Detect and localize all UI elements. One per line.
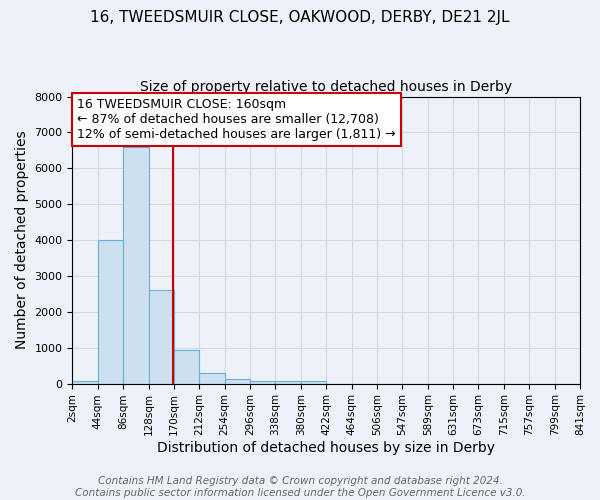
Bar <box>224 380 250 384</box>
Text: 16, TWEEDSMUIR CLOSE, OAKWOOD, DERBY, DE21 2JL: 16, TWEEDSMUIR CLOSE, OAKWOOD, DERBY, DE… <box>90 10 510 25</box>
Bar <box>275 381 301 384</box>
Bar <box>199 373 224 384</box>
Bar <box>73 381 98 384</box>
Text: Contains HM Land Registry data © Crown copyright and database right 2024.
Contai: Contains HM Land Registry data © Crown c… <box>74 476 526 498</box>
Text: 16 TWEEDSMUIR CLOSE: 160sqm
← 87% of detached houses are smaller (12,708)
12% of: 16 TWEEDSMUIR CLOSE: 160sqm ← 87% of det… <box>77 98 396 141</box>
Y-axis label: Number of detached properties: Number of detached properties <box>15 131 29 350</box>
Bar <box>98 240 123 384</box>
Bar <box>123 147 149 384</box>
Bar <box>149 290 174 384</box>
Title: Size of property relative to detached houses in Derby: Size of property relative to detached ho… <box>140 80 512 94</box>
Bar <box>174 350 199 384</box>
Bar <box>301 382 326 384</box>
Bar <box>250 381 275 384</box>
X-axis label: Distribution of detached houses by size in Derby: Distribution of detached houses by size … <box>157 441 495 455</box>
